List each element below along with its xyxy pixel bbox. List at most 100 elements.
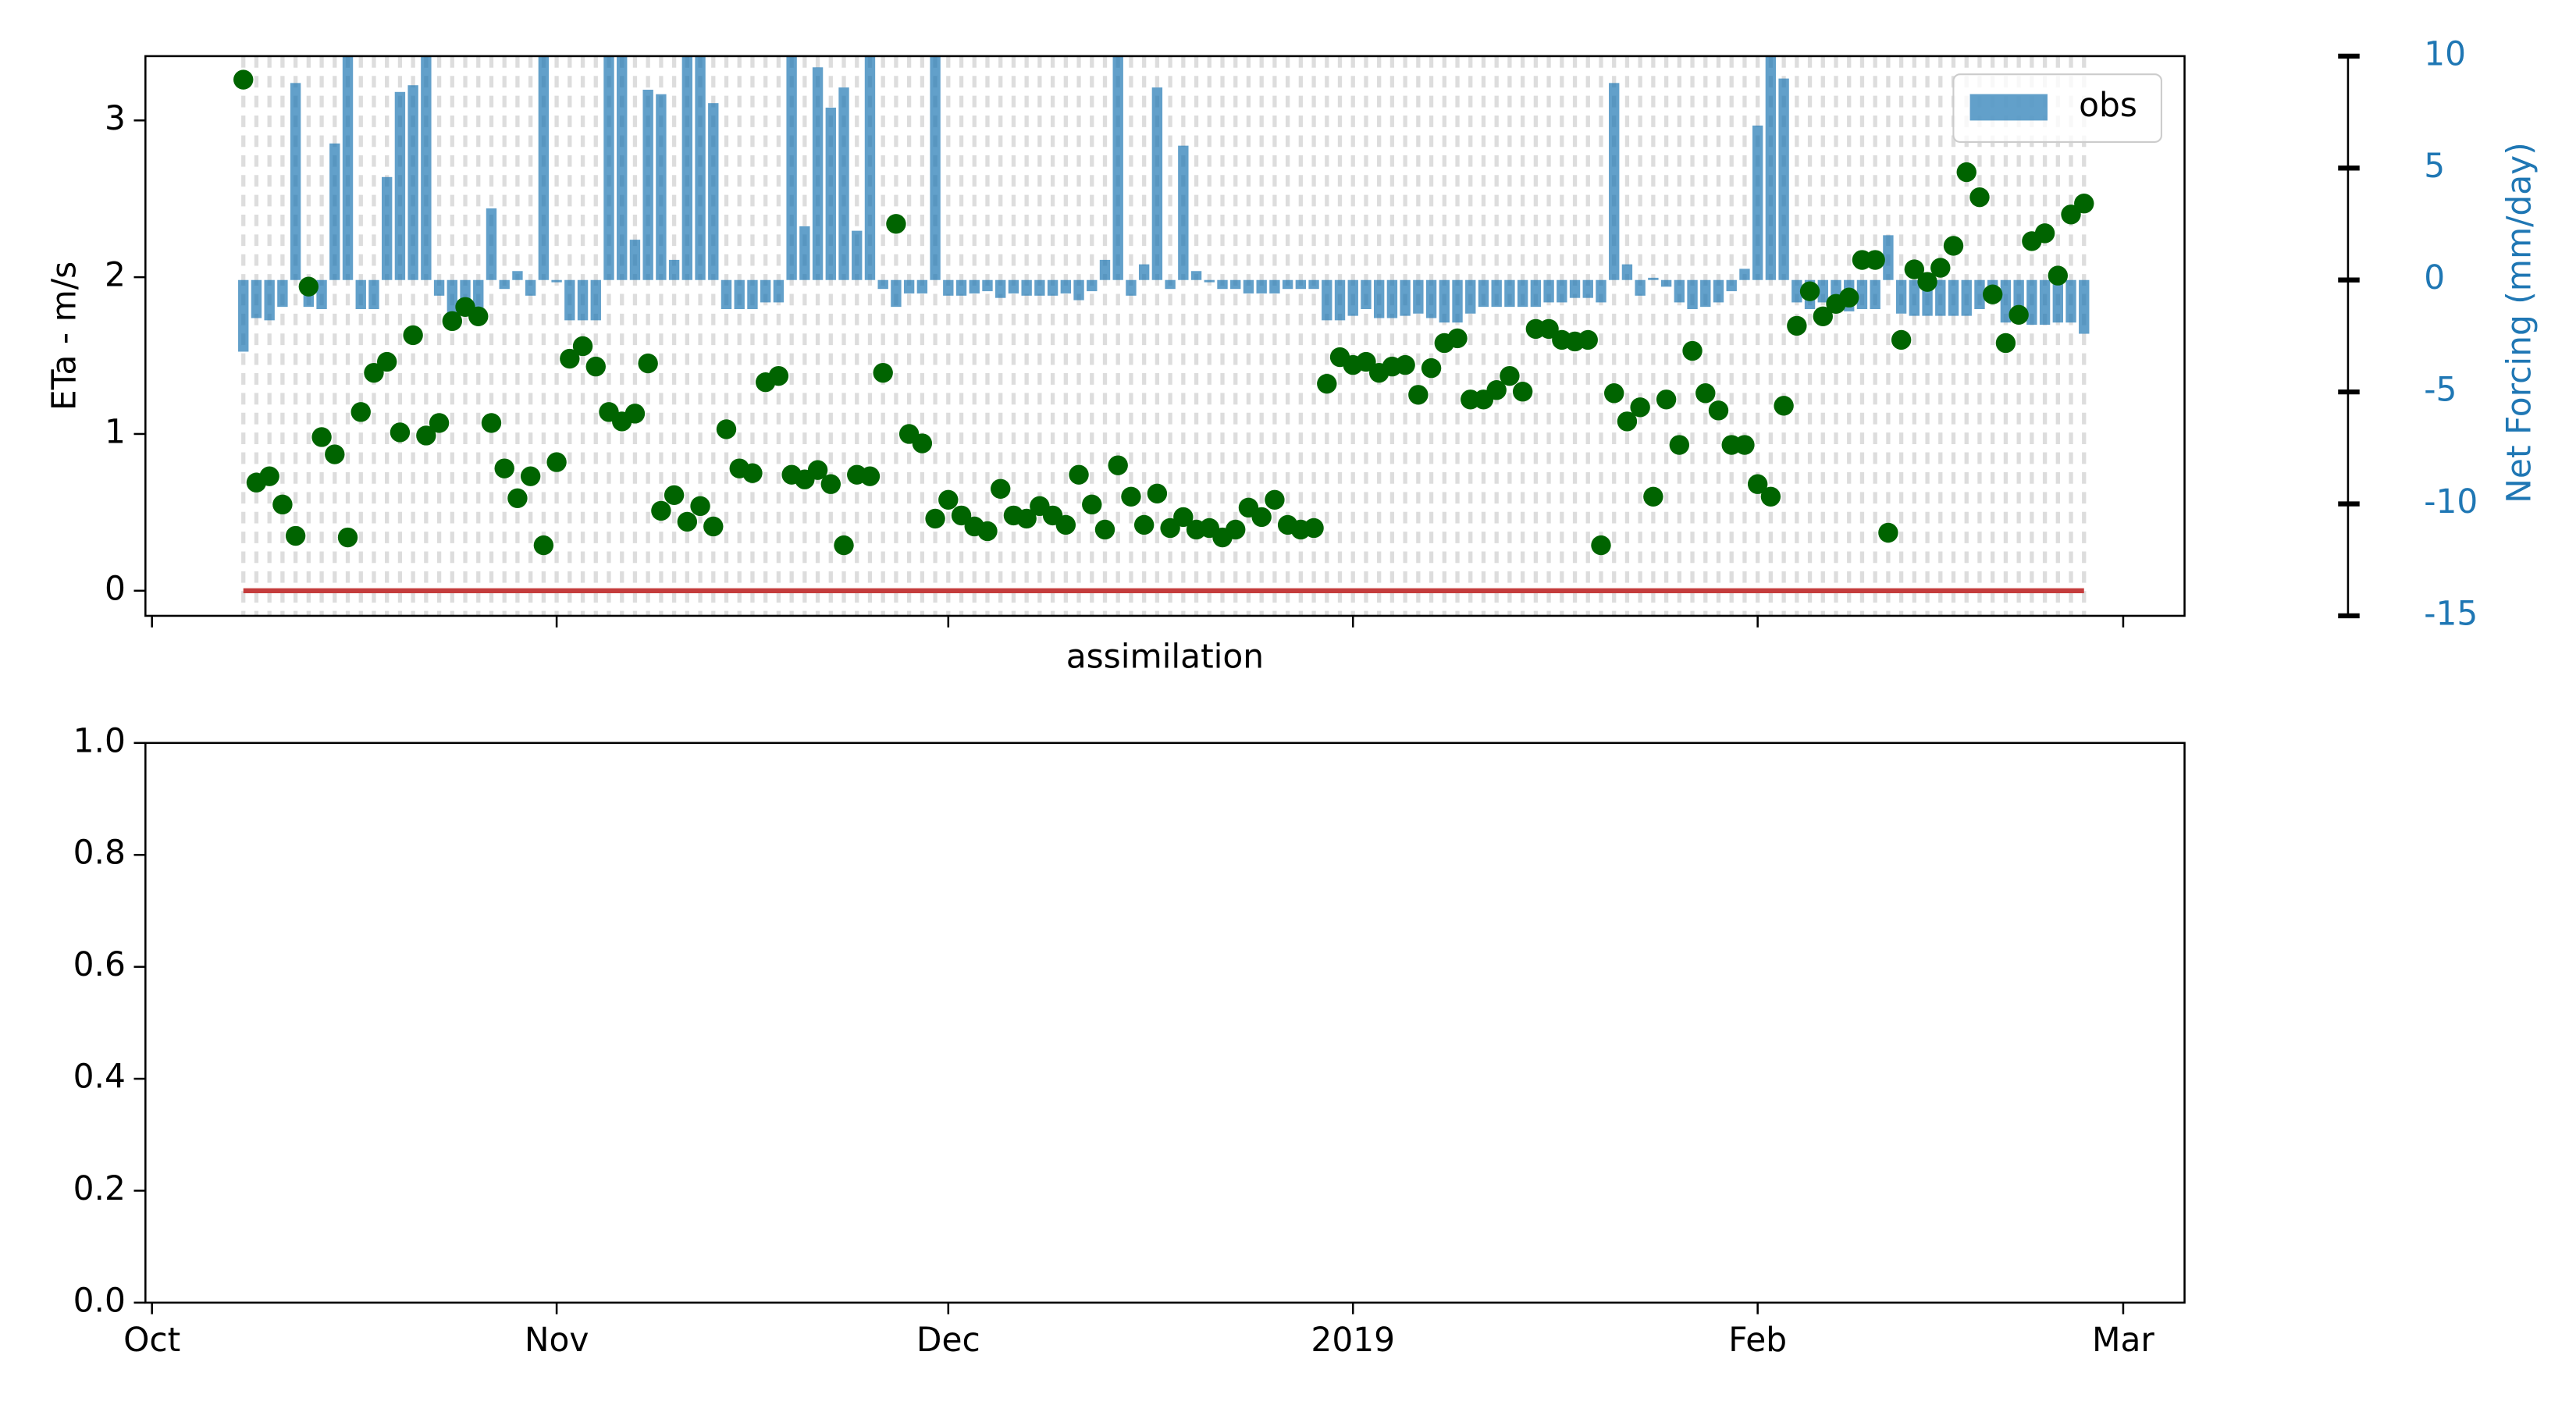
scatter-point xyxy=(2061,205,2081,225)
legend-box xyxy=(1952,73,2162,143)
scatter-point xyxy=(585,356,606,377)
y-tick-label: 0.0 xyxy=(73,1281,126,1319)
bar xyxy=(825,107,836,280)
bar xyxy=(1935,279,1946,316)
bar xyxy=(1713,279,1724,303)
bar xyxy=(1334,279,1346,321)
bar xyxy=(251,279,262,318)
y-tick-label: 1.0 xyxy=(73,721,126,759)
scatter-point xyxy=(572,336,593,357)
y2-tick-label: 0 xyxy=(2424,258,2445,297)
scatter-point xyxy=(1839,287,1859,308)
y-tick-label: 3 xyxy=(105,99,126,137)
bar xyxy=(1465,279,1476,314)
bar xyxy=(1765,55,1777,280)
scatter-point xyxy=(651,500,671,521)
scatter-point xyxy=(1630,397,1650,418)
scatter-point xyxy=(1656,389,1677,410)
legend-swatch xyxy=(1969,94,2048,121)
bar xyxy=(1413,279,1424,314)
scatter-point xyxy=(1500,365,1520,386)
scatter-point xyxy=(1055,514,1076,535)
scatter-point xyxy=(2048,265,2069,286)
bar xyxy=(1883,235,1894,280)
bar xyxy=(577,279,589,321)
scatter-point xyxy=(768,365,789,386)
bar xyxy=(1478,279,1489,308)
bar xyxy=(473,279,484,314)
bar xyxy=(1439,279,1450,323)
scatter-point xyxy=(1133,514,1155,535)
scatter-point xyxy=(1147,483,1168,503)
bar xyxy=(891,279,902,308)
bar xyxy=(1217,279,1228,290)
bar xyxy=(1204,279,1215,283)
scatter-point xyxy=(1983,284,2003,304)
scatter-point xyxy=(1799,281,1820,301)
bar xyxy=(617,55,628,280)
scatter-point xyxy=(1251,507,1272,528)
bar xyxy=(1269,279,1280,293)
bar xyxy=(852,230,863,280)
scatter-point xyxy=(1878,522,1898,543)
bar xyxy=(1739,269,1750,280)
y-tick-label: 0.4 xyxy=(73,1058,126,1096)
bar xyxy=(512,271,523,280)
scatter-point xyxy=(1082,494,1102,515)
bar xyxy=(1386,279,1398,318)
bar xyxy=(747,279,758,310)
y2-tick-label: 5 xyxy=(2424,147,2445,185)
bar xyxy=(708,103,719,280)
scatter-point xyxy=(1865,250,1885,270)
bar xyxy=(955,279,967,296)
bar xyxy=(1452,279,1463,323)
bar xyxy=(2026,279,2037,325)
y2-tick-label: 10 xyxy=(2424,34,2466,73)
bar xyxy=(943,279,954,296)
bar xyxy=(1621,264,1633,280)
scatter-point xyxy=(1695,383,1716,404)
bar xyxy=(681,55,693,280)
bar xyxy=(2039,279,2051,325)
bar xyxy=(995,279,1006,298)
scatter-point xyxy=(716,419,737,439)
y-tick-label: 1 xyxy=(105,412,126,450)
bar xyxy=(407,85,418,280)
bar xyxy=(734,279,745,310)
bar xyxy=(1752,125,1763,280)
bar xyxy=(1791,279,1802,303)
bar xyxy=(277,279,288,308)
bar xyxy=(525,279,536,296)
bar xyxy=(695,55,706,280)
bar xyxy=(329,143,340,280)
scatter-point xyxy=(1512,382,1533,402)
bar xyxy=(1569,279,1581,298)
axes-frame xyxy=(144,742,2186,1304)
bar xyxy=(1282,279,1293,290)
bar xyxy=(290,83,301,280)
bar xyxy=(720,279,732,310)
bar xyxy=(264,279,275,321)
scatter-point xyxy=(873,362,893,383)
bar xyxy=(1817,279,1828,303)
bar xyxy=(916,279,928,293)
scatter-point xyxy=(1304,518,1324,539)
bar xyxy=(1178,145,1189,280)
bar xyxy=(1400,279,1411,316)
scatter-point xyxy=(1708,400,1729,421)
x-axis-label: assimilation xyxy=(1066,637,1264,675)
scatter-point xyxy=(886,214,906,234)
y-axis-label: ETa - m/s xyxy=(44,261,83,411)
scatter-point xyxy=(1317,374,1337,394)
scatter-point xyxy=(546,452,567,472)
scatter-point xyxy=(991,478,1011,499)
y2-tick-label: -5 xyxy=(2424,371,2457,409)
bar xyxy=(1361,279,1372,310)
scatter-point xyxy=(337,527,358,548)
scatter-point xyxy=(703,516,724,537)
bar xyxy=(1660,279,1672,287)
scatter-point xyxy=(1774,396,1794,416)
bar xyxy=(1099,259,1111,280)
scatter-point xyxy=(951,505,972,526)
